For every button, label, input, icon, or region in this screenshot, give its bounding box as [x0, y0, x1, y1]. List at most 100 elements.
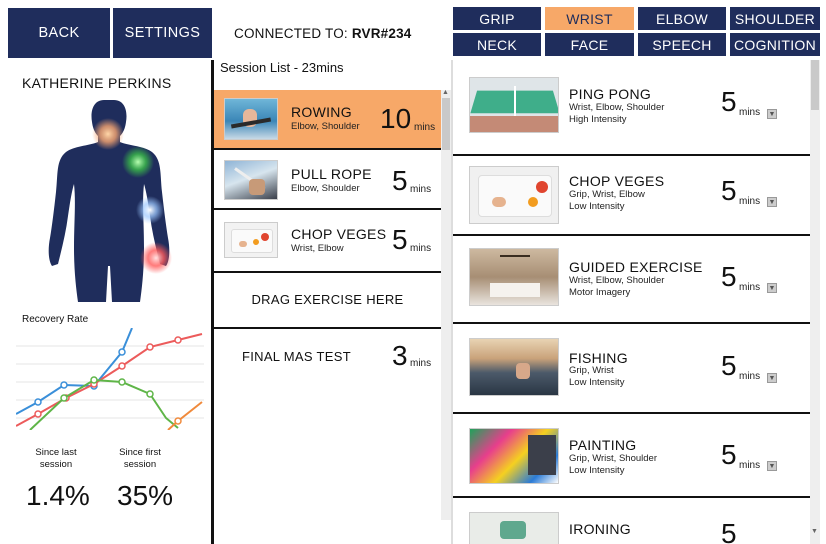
chevron-down-icon[interactable]: ▼ [767, 197, 777, 207]
tab-elbow[interactable]: ELBOW [638, 7, 726, 30]
session-item[interactable]: PULL ROPE Elbow, Shoulder 5 mins [214, 150, 441, 210]
exercise-target: Elbow, Shoulder [291, 121, 360, 132]
exercise-target: Grip, Wrist, Shoulder [569, 453, 657, 464]
exercise-intensity: Low Intensity [569, 377, 625, 388]
chop-veges-thumbnail [224, 222, 278, 258]
exercise-name: FISHING [569, 350, 628, 366]
exercise-target: Wrist, Elbow [291, 243, 344, 254]
caret-down-icon[interactable]: ▼ [811, 528, 818, 535]
tab-shoulder[interactable]: SHOULDER [730, 7, 820, 30]
exercise-intensity: Low Intensity [569, 201, 625, 212]
library-item[interactable]: CHOP VEGES Grip, Wrist, Elbow Low Intens… [453, 156, 810, 236]
connected-device: RVR#234 [351, 26, 412, 41]
library-scrollbar[interactable] [810, 60, 820, 544]
exercise-name: PAINTING [569, 437, 637, 453]
guided-exercise-thumbnail [469, 248, 559, 306]
ping-pong-thumbnail [469, 77, 559, 133]
chevron-down-icon[interactable]: ▼ [767, 461, 777, 471]
fishing-thumbnail [469, 338, 559, 396]
exercise-name: IRONING [569, 521, 631, 537]
connection-status: CONNECTED TO: RVR#234 [234, 26, 412, 41]
recovery-rate-title: Recovery Rate [22, 314, 89, 325]
session-item[interactable]: CHOP VEGES Wrist, Elbow 5 mins [214, 210, 441, 273]
connection-label: CONNECTED TO: [234, 26, 348, 41]
duration-unit: mins [410, 243, 432, 254]
chop-veges-thumbnail [469, 166, 559, 224]
library-item[interactable]: FISHING Grip, Wrist Low Intensity 5 mins… [453, 324, 810, 414]
exercise-duration: 5 [721, 261, 737, 292]
duration-unit: mins [414, 122, 436, 133]
chevron-down-icon[interactable]: ▼ [767, 283, 777, 293]
orange-trend-line [167, 401, 203, 430]
exercise-intensity: High Intensity [569, 114, 627, 125]
back-button[interactable]: BACK [8, 8, 110, 58]
exercise-duration: 5 [721, 350, 737, 381]
since-last-label: Since last session [35, 447, 77, 470]
drag-hint: DRAG EXERCISE HERE [251, 292, 404, 307]
exercise-duration: 5 [721, 439, 737, 470]
body-silhouette [48, 100, 172, 302]
patient-name: KATHERINE PERKINS [22, 75, 172, 91]
duration-unit: mins [739, 196, 761, 207]
exercise-duration: 5 [721, 175, 737, 206]
tab-neck[interactable]: NECK [453, 33, 541, 56]
red-trend-line [16, 333, 203, 427]
exercise-name: ROWING [291, 104, 352, 120]
pull-rope-thumbnail [224, 160, 278, 200]
exercise-target: Grip, Wrist, Elbow [569, 189, 645, 200]
blue-trend-line [16, 328, 133, 415]
session-item[interactable]: ROWING Elbow, Shoulder 10 mins [214, 90, 441, 150]
exercise-target: Wrist, Elbow, Shoulder [569, 275, 665, 286]
exercise-intensity: Low Intensity [569, 465, 625, 476]
chevron-down-icon[interactable]: ▼ [767, 109, 777, 119]
recovery-rate-chart [16, 328, 204, 430]
tab-grip[interactable]: GRIP [453, 7, 541, 30]
drag-drop-zone[interactable]: DRAG EXERCISE HERE [214, 273, 441, 329]
library-item[interactable]: PING PONG Wrist, Elbow, Shoulder High In… [453, 64, 810, 156]
session-scroll-thumb[interactable] [442, 98, 450, 150]
exercise-target: Grip, Wrist [569, 365, 614, 376]
exercise-duration: 10 [380, 103, 412, 134]
exercise-target: Wrist, Elbow, Shoulder [569, 102, 665, 113]
duration-unit: mins [739, 282, 761, 293]
duration-unit: mins [739, 107, 761, 118]
exercise-name: PULL ROPE [291, 166, 372, 182]
since-first-value: 35% [117, 480, 174, 511]
tab-wrist[interactable]: WRIST [545, 7, 634, 30]
final-test-item[interactable]: FINAL MAS TEST 3 mins [214, 330, 441, 384]
chevron-down-icon[interactable]: ▼ [767, 373, 777, 383]
rowing-thumbnail [224, 98, 278, 140]
duration-unit: mins [739, 460, 761, 471]
exercise-name: GUIDED EXERCISE [569, 259, 703, 275]
library-scroll-thumb[interactable] [811, 60, 819, 110]
middle-divider [451, 60, 453, 544]
settings-button[interactable]: SETTINGS [113, 8, 212, 58]
library-item[interactable]: GUIDED EXERCISE Wrist, Elbow, Shoulder M… [453, 236, 810, 324]
final-test-name: FINAL MAS TEST [242, 349, 351, 364]
since-last-value: 1.4% [26, 480, 90, 511]
tab-face[interactable]: FACE [545, 33, 634, 56]
session-scrollbar[interactable] [441, 90, 451, 520]
tab-speech[interactable]: SPEECH [638, 33, 726, 56]
ironing-thumbnail [469, 512, 559, 544]
duration-unit: mins [739, 371, 761, 382]
library-item[interactable]: IRONING 5 [453, 498, 810, 544]
exercise-target: Elbow, Shoulder [291, 183, 360, 194]
library-item[interactable]: PAINTING Grip, Wrist, Shoulder Low Inten… [453, 414, 810, 498]
left-divider [211, 60, 214, 544]
exercise-duration: 5 [392, 165, 408, 196]
exercise-name: PING PONG [569, 86, 652, 102]
exercise-name: CHOP VEGES [569, 173, 665, 189]
exercise-duration: 5 [392, 224, 408, 255]
exercise-name: CHOP VEGES [291, 226, 387, 242]
tab-cognition[interactable]: COGNITION [730, 33, 820, 56]
final-test-duration: 3 [392, 340, 408, 371]
duration-unit: mins [410, 184, 432, 195]
exercise-duration: 5 [721, 518, 737, 544]
since-first-label: Since first session [119, 447, 161, 470]
duration-unit: mins [410, 358, 432, 369]
session-list-title: Session List - 23mins [220, 60, 344, 75]
exercise-intensity: Motor Imagery [569, 287, 631, 298]
painting-thumbnail [469, 428, 559, 484]
caret-up-icon[interactable]: ▲ [442, 89, 449, 96]
